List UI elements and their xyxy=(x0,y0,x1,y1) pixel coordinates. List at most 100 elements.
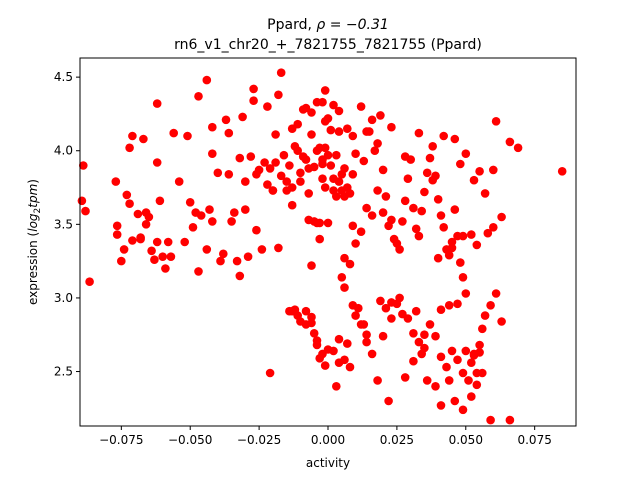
data-point xyxy=(456,258,465,267)
data-point xyxy=(401,373,410,382)
data-point xyxy=(327,161,336,170)
data-point xyxy=(417,350,426,359)
data-point xyxy=(349,301,358,310)
data-point xyxy=(357,102,366,111)
data-point xyxy=(274,91,283,100)
x-tick-label: 0.050 xyxy=(449,433,483,447)
data-point xyxy=(481,189,490,198)
data-point xyxy=(136,233,145,242)
data-point xyxy=(249,85,258,94)
data-point xyxy=(497,317,506,326)
data-point xyxy=(324,151,333,160)
data-point xyxy=(113,222,122,231)
x-tick-label: −0.025 xyxy=(237,433,281,447)
data-point xyxy=(81,207,90,216)
data-point xyxy=(304,189,313,198)
data-point xyxy=(475,167,484,176)
data-point xyxy=(238,113,247,122)
data-point xyxy=(486,301,495,310)
data-point xyxy=(329,101,338,110)
data-point xyxy=(343,339,352,348)
data-point xyxy=(150,255,159,264)
data-point xyxy=(335,358,344,367)
data-point xyxy=(156,197,165,206)
data-point xyxy=(351,149,360,158)
data-point xyxy=(247,152,256,161)
data-point xyxy=(428,176,437,185)
data-point xyxy=(321,361,330,370)
data-point xyxy=(321,86,330,95)
data-point xyxy=(313,336,322,345)
data-point xyxy=(462,289,471,298)
data-point xyxy=(338,273,347,282)
data-point xyxy=(467,230,476,239)
data-point xyxy=(420,188,429,197)
x-tick-label: 0.075 xyxy=(517,433,551,447)
data-point xyxy=(293,120,302,129)
data-point xyxy=(208,149,217,158)
data-point xyxy=(258,245,267,254)
data-point xyxy=(373,376,382,385)
data-point xyxy=(203,76,212,85)
data-point xyxy=(387,216,396,225)
data-point xyxy=(266,369,275,378)
data-point xyxy=(324,219,333,228)
data-point xyxy=(459,369,468,378)
data-point xyxy=(467,392,476,401)
data-point xyxy=(445,376,454,385)
data-point xyxy=(225,170,234,179)
data-point xyxy=(241,205,250,214)
data-point xyxy=(225,129,234,138)
data-point xyxy=(362,330,371,339)
data-point xyxy=(470,176,479,185)
data-point xyxy=(285,161,294,170)
data-point xyxy=(315,235,324,244)
y-tick-label: 3.0 xyxy=(54,291,73,305)
data-point xyxy=(175,177,184,186)
data-point xyxy=(302,307,311,316)
data-point xyxy=(473,241,482,250)
data-point xyxy=(169,129,178,138)
data-point xyxy=(349,170,358,179)
data-point xyxy=(288,183,297,192)
data-point xyxy=(431,332,440,341)
data-point xyxy=(161,264,170,273)
data-point xyxy=(329,347,338,356)
data-point xyxy=(467,358,476,367)
data-point xyxy=(401,152,410,161)
data-point xyxy=(473,369,482,378)
data-point xyxy=(139,135,148,144)
data-point xyxy=(145,213,154,222)
data-point xyxy=(456,160,465,169)
data-point xyxy=(409,357,418,366)
data-point xyxy=(395,294,404,303)
data-point xyxy=(387,123,396,132)
x-tick-label: 0.025 xyxy=(380,433,414,447)
data-point xyxy=(346,260,355,269)
data-point xyxy=(506,138,515,147)
data-point xyxy=(167,252,176,261)
data-point xyxy=(296,169,305,178)
data-point xyxy=(134,210,143,219)
data-point xyxy=(236,154,245,163)
data-point xyxy=(473,381,482,390)
data-point xyxy=(398,217,407,226)
data-point xyxy=(222,116,231,125)
data-point xyxy=(307,261,316,270)
x-tick-label: −0.075 xyxy=(99,433,143,447)
data-point xyxy=(489,166,498,175)
data-point xyxy=(360,157,369,166)
data-point xyxy=(453,300,462,309)
data-point xyxy=(230,208,239,217)
data-point xyxy=(277,68,286,77)
y-tick-label: 4.0 xyxy=(54,144,73,158)
y-tick-label: 2.5 xyxy=(54,365,73,379)
data-point xyxy=(437,305,446,314)
y-tick-label: 3.5 xyxy=(54,217,73,231)
data-point xyxy=(236,272,245,281)
data-point xyxy=(120,245,129,254)
data-point xyxy=(431,382,440,391)
data-point xyxy=(164,238,173,247)
data-point xyxy=(373,139,382,148)
data-point xyxy=(362,204,371,213)
